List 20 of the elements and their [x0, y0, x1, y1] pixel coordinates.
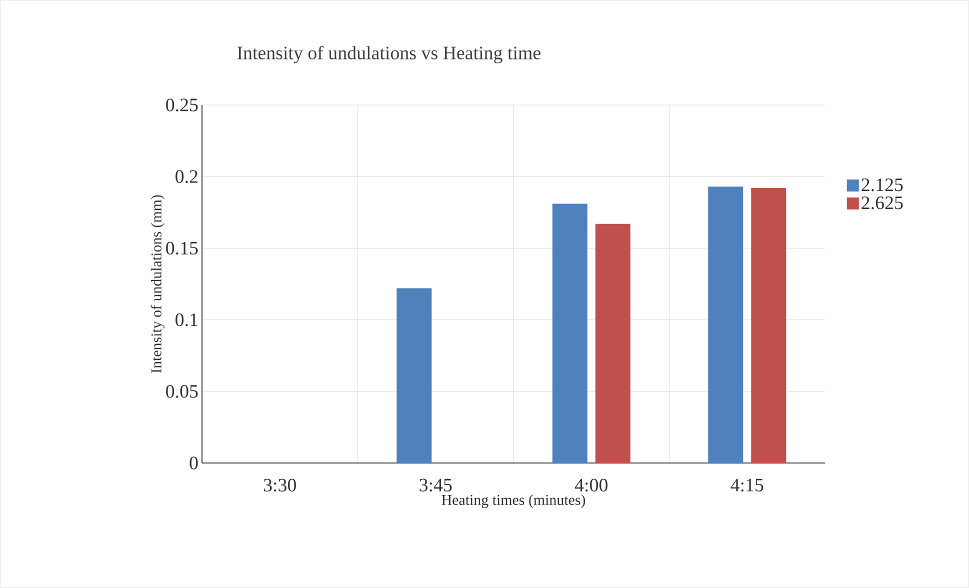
- bar: [708, 186, 744, 463]
- legend-label: 2.625: [862, 196, 903, 210]
- x-tick-label: 3:45: [420, 478, 452, 492]
- x-tick-label: 4:15: [730, 478, 764, 492]
- chart-title: Intensity of undulations vs Heating time: [237, 46, 540, 64]
- x-axis-title: Heating times (minutes): [442, 494, 586, 508]
- x-tick-label: 4:00: [574, 478, 608, 492]
- y-axis-title: Intensity of undulations (mm): [150, 195, 165, 373]
- bar: [751, 188, 786, 463]
- y-tick-label: 0.25: [166, 98, 198, 112]
- legend-label: 2.125: [862, 178, 903, 192]
- y-tick-label: 0.2: [176, 170, 198, 184]
- bar: [396, 288, 432, 463]
- y-tick-label: 0: [190, 456, 198, 470]
- y-tick-label: 0.1: [176, 313, 198, 326]
- y-tick-label: 0.15: [166, 242, 198, 255]
- bar: [552, 204, 588, 463]
- y-tick-label: 0.05: [166, 384, 198, 398]
- bar: [595, 224, 630, 463]
- x-tick-label: 3:30: [264, 478, 296, 492]
